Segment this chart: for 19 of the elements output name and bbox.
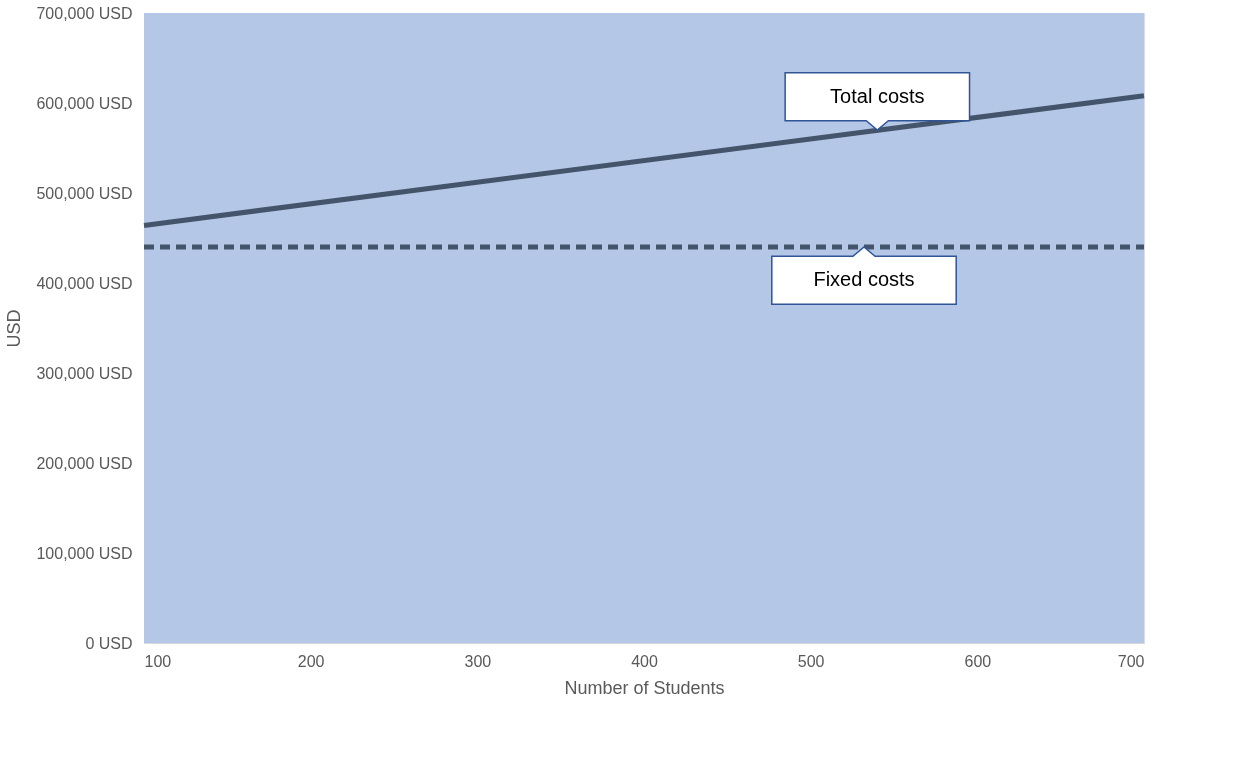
x-tick-label: 300 xyxy=(464,652,492,670)
x-tick-label: 100 xyxy=(144,652,172,670)
y-tick-label: 200,000 USD xyxy=(36,454,133,472)
x-tick-label: 200 xyxy=(297,652,325,670)
y-tick-label: 600,000 USD xyxy=(36,94,133,112)
y-tick-label: 400,000 USD xyxy=(36,274,133,292)
x-axis-title: Number of Students xyxy=(564,677,725,698)
y-tick-label: 500,000 USD xyxy=(36,184,133,202)
y-tick-label: 700,000 USD xyxy=(36,4,133,22)
x-tick-label: 700 xyxy=(1117,652,1145,670)
x-tick-label: 500 xyxy=(797,652,825,670)
x-tick-label: 600 xyxy=(964,652,992,670)
y-tick-label: 300,000 USD xyxy=(36,364,133,382)
y-axis-title: USD xyxy=(4,309,25,348)
y-tick-label: 100,000 USD xyxy=(36,544,133,562)
y-tick-label: 0 USD xyxy=(85,634,133,652)
x-tick-label: 400 xyxy=(631,652,658,670)
annotation: Total costs xyxy=(830,85,925,107)
annotation: Fixed costs xyxy=(813,268,915,290)
